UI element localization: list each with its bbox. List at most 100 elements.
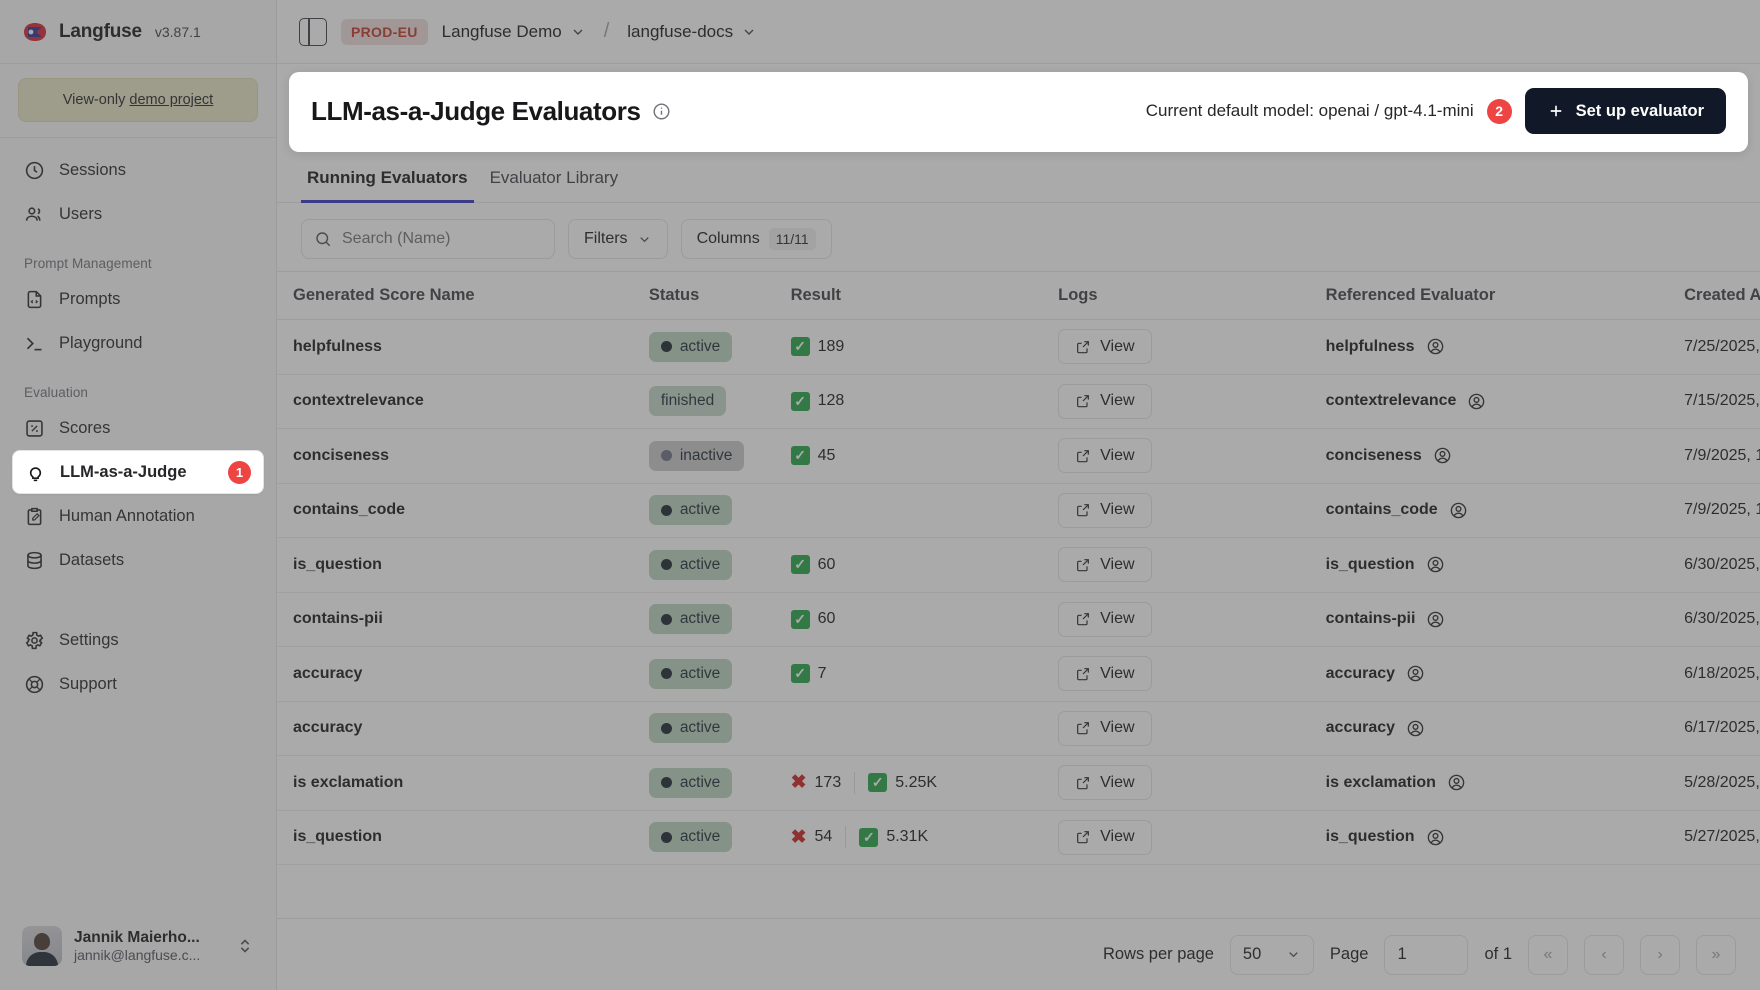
sidebar-item-scores[interactable]: Scores: [12, 406, 264, 450]
demo-project-banner: View-only demo project: [18, 78, 258, 122]
sidebar-item-human-annotation[interactable]: Human Annotation: [12, 494, 264, 538]
panel-left-icon[interactable]: [299, 17, 327, 46]
table-row[interactable]: contains-pii active ✓ 60 View contains-pii 6/3…: [277, 592, 1760, 647]
circle-user-icon: [1433, 446, 1452, 465]
columns-button[interactable]: Columns 11/11: [680, 219, 832, 259]
cell-status: active: [632, 592, 775, 647]
terminal-icon: [24, 333, 45, 354]
table-row[interactable]: is_question active ✓ 60 View is_question 6/30/…: [277, 537, 1760, 593]
demo-banner-wrap: View-only demo project: [0, 64, 276, 138]
table-row[interactable]: is exclamation active ✖ 173 ✓ 5.25K View is exc…: [277, 755, 1760, 811]
cell-referenced-evaluator: contains_code: [1309, 483, 1669, 538]
referenced-evaluator[interactable]: contains_code: [1326, 501, 1652, 520]
referenced-evaluator[interactable]: is_question: [1326, 555, 1652, 574]
sidebar-item-sessions[interactable]: Sessions: [12, 148, 264, 192]
view-label: View: [1100, 828, 1135, 846]
view-logs-button[interactable]: View: [1058, 492, 1152, 528]
rows-per-page-select[interactable]: 50: [1229, 934, 1314, 975]
search-icon: [314, 230, 332, 248]
breadcrumb-org[interactable]: Langfuse Demo: [442, 22, 586, 42]
sidebar-item-playground[interactable]: Playground: [12, 321, 264, 365]
first-page-button[interactable]: «: [1528, 934, 1568, 975]
cell-created-at: 7/9/2025, 10:25:10 AM: [1668, 428, 1760, 484]
sidebar-item-label: Settings: [59, 630, 119, 649]
page-label: Page: [1329, 945, 1369, 963]
search-input-wrap[interactable]: [301, 219, 555, 259]
topbar: PROD-EU Langfuse Demo / langfuse-docs: [277, 0, 1760, 64]
table-row[interactable]: contextrelevance finished ✓ 128 View contextr…: [277, 374, 1760, 429]
status-badge: active: [648, 331, 733, 362]
breadcrumb-project[interactable]: langfuse-docs: [627, 22, 757, 42]
brand[interactable]: Langfuse v3.87.1: [0, 0, 276, 64]
table-toolbar: Filters Columns 11/11: [277, 203, 1760, 271]
column-header-logs[interactable]: Logs: [1042, 271, 1310, 320]
cell-result: ✓ 7: [774, 646, 1043, 702]
info-icon[interactable]: [652, 102, 671, 121]
sidebar-item-llm-as-a-judge[interactable]: LLM-as-a-Judge 1: [12, 450, 264, 494]
referenced-evaluator[interactable]: accuracy: [1326, 719, 1652, 738]
prev-page-button[interactable]: ‹: [1584, 934, 1624, 975]
sidebar-item-prompts[interactable]: Prompts: [12, 277, 264, 321]
cell-status: active: [632, 755, 775, 811]
table-header-row: Generated Score Name Status Result Logs …: [277, 271, 1760, 320]
view-logs-button[interactable]: View: [1058, 329, 1152, 365]
next-page-button[interactable]: ›: [1640, 934, 1680, 975]
sidebar-item-settings[interactable]: Settings: [12, 618, 264, 662]
sidebar-item-users[interactable]: Users: [12, 192, 264, 236]
demo-project-link[interactable]: demo project: [129, 92, 214, 108]
column-header-status[interactable]: Status: [632, 271, 775, 320]
referenced-evaluator[interactable]: accuracy: [1326, 664, 1652, 683]
evaluators-table-wrap[interactable]: Generated Score Name Status Result Logs …: [277, 271, 1760, 918]
view-logs-button[interactable]: View: [1058, 547, 1152, 583]
page-number-input[interactable]: [1384, 934, 1469, 975]
tab-evaluator-library[interactable]: Evaluator Library: [489, 168, 619, 187]
cell-created-at: 6/30/2025, 8:55:38 PM: [1668, 537, 1760, 593]
filters-button[interactable]: Filters: [568, 219, 668, 259]
cell-generated-score-name: accuracy: [277, 701, 633, 756]
table-row[interactable]: conciseness inactive ✓ 45 View conciseness 7/9…: [277, 428, 1760, 484]
search-input[interactable]: [342, 230, 542, 248]
referenced-evaluator[interactable]: contains-pii: [1326, 610, 1652, 629]
table-row[interactable]: accuracy active View accuracy 6/17/2025, 9:1…: [277, 701, 1760, 756]
table-row[interactable]: contains_code active View contains_code 7/9/…: [277, 483, 1760, 538]
view-logs-button[interactable]: View: [1058, 819, 1152, 855]
page-total-label: of 1: [1484, 945, 1512, 963]
cell-generated-score-name: is exclamation: [277, 755, 633, 811]
view-logs-button[interactable]: View: [1058, 383, 1152, 419]
tab-running-evaluators[interactable]: Running Evaluators: [301, 158, 474, 203]
referenced-evaluator[interactable]: contextrelevance: [1326, 392, 1652, 411]
setup-evaluator-button[interactable]: Set up evaluator: [1524, 88, 1726, 134]
column-header-created-at[interactable]: Created At ▼: [1668, 271, 1760, 320]
user-menu[interactable]: Jannik Maierho... jannik@langfuse.c...: [12, 918, 264, 974]
last-page-button[interactable]: »: [1696, 934, 1736, 975]
result-separator: [845, 826, 847, 849]
result-value: 60: [817, 610, 836, 628]
referenced-evaluator[interactable]: is_question: [1326, 828, 1652, 847]
view-logs-button[interactable]: View: [1058, 656, 1152, 692]
result-value: 60: [817, 555, 836, 573]
column-header-result[interactable]: Result: [774, 271, 1043, 320]
external-link-icon: [1075, 339, 1091, 355]
referenced-evaluator[interactable]: helpfulness: [1326, 337, 1652, 356]
referenced-evaluator[interactable]: is exclamation: [1326, 773, 1652, 792]
cell-referenced-evaluator: conciseness: [1309, 428, 1669, 484]
view-logs-button[interactable]: View: [1058, 765, 1152, 801]
sidebar-item-support[interactable]: Support: [12, 662, 264, 706]
view-logs-button[interactable]: View: [1058, 710, 1152, 746]
referenced-evaluator-name: contains-pii: [1325, 610, 1416, 628]
column-header-generated-score-name[interactable]: Generated Score Name: [277, 271, 633, 320]
referenced-evaluator[interactable]: conciseness: [1326, 446, 1652, 465]
view-logs-button[interactable]: View: [1058, 438, 1152, 474]
view-logs-button[interactable]: View: [1058, 601, 1152, 637]
status-dot: [660, 777, 672, 789]
column-header-referenced-evaluator[interactable]: Referenced Evaluator: [1309, 271, 1669, 320]
status-label: active: [679, 555, 721, 573]
cross-icon: ✖: [790, 772, 807, 794]
cell-status: inactive: [632, 428, 775, 484]
view-label: View: [1100, 501, 1135, 519]
result-value: 5.31K: [886, 828, 929, 846]
table-row[interactable]: helpfulness active ✓ 189 View helpfulness 7/25…: [277, 319, 1760, 375]
table-row[interactable]: is_question active ✖ 54 ✓ 5.31K View is_questio…: [277, 810, 1760, 865]
sidebar-item-datasets[interactable]: Datasets: [12, 538, 264, 582]
